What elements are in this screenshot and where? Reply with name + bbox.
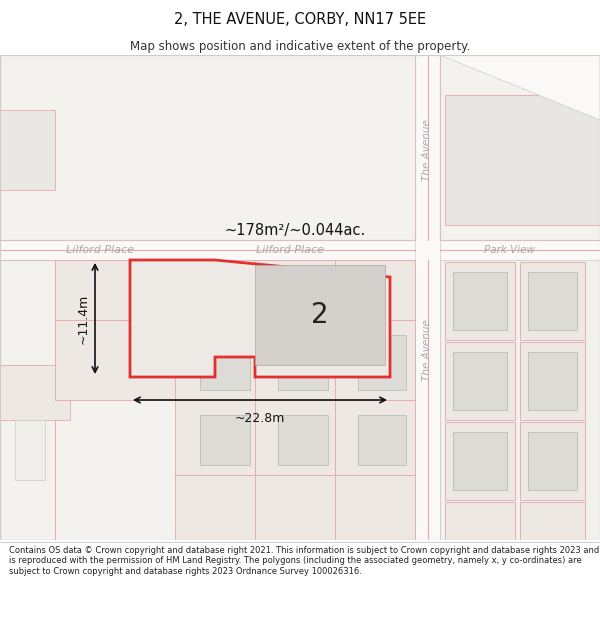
- Bar: [0, 55, 415, 240]
- Text: Lilford Place: Lilford Place: [66, 245, 134, 255]
- Bar: [0, 260, 415, 540]
- Bar: [528, 432, 577, 490]
- Bar: [175, 260, 255, 320]
- Text: 2: 2: [311, 301, 329, 329]
- Text: ~178m²/~0.044ac.: ~178m²/~0.044ac.: [224, 222, 365, 238]
- Bar: [520, 262, 585, 340]
- Bar: [175, 320, 255, 400]
- Text: Lilford Place: Lilford Place: [256, 245, 324, 255]
- Bar: [55, 320, 175, 400]
- Bar: [415, 55, 440, 540]
- Bar: [528, 272, 577, 330]
- Bar: [528, 352, 577, 410]
- Bar: [0, 240, 600, 260]
- Bar: [175, 475, 255, 540]
- Bar: [445, 422, 515, 500]
- Bar: [15, 420, 45, 480]
- Bar: [255, 260, 335, 320]
- Bar: [0, 365, 70, 420]
- Bar: [200, 335, 250, 390]
- Bar: [445, 95, 600, 225]
- Bar: [200, 415, 250, 465]
- Bar: [358, 415, 406, 465]
- Text: The Avenue: The Avenue: [422, 119, 433, 181]
- Bar: [55, 260, 415, 540]
- Bar: [445, 262, 515, 340]
- Bar: [55, 260, 175, 320]
- Bar: [453, 272, 507, 330]
- Bar: [445, 342, 515, 420]
- Bar: [255, 320, 335, 400]
- Bar: [255, 475, 335, 540]
- Text: Contains OS data © Crown copyright and database right 2021. This information is : Contains OS data © Crown copyright and d…: [9, 546, 599, 576]
- Text: The Avenue: The Avenue: [422, 319, 433, 381]
- Text: Park View: Park View: [485, 245, 536, 255]
- Bar: [335, 400, 415, 475]
- Bar: [440, 55, 600, 240]
- Bar: [335, 475, 415, 540]
- Bar: [255, 400, 335, 475]
- Bar: [278, 415, 328, 465]
- Bar: [0, 110, 55, 190]
- Text: 2, THE AVENUE, CORBY, NN17 5EE: 2, THE AVENUE, CORBY, NN17 5EE: [174, 12, 426, 27]
- Polygon shape: [130, 260, 390, 377]
- Bar: [335, 260, 415, 320]
- Bar: [440, 55, 600, 540]
- Bar: [335, 320, 415, 400]
- Bar: [0, 260, 55, 540]
- Bar: [453, 352, 507, 410]
- Bar: [520, 342, 585, 420]
- Bar: [445, 502, 515, 540]
- Text: ~22.8m: ~22.8m: [235, 412, 285, 425]
- Bar: [520, 422, 585, 500]
- Bar: [358, 335, 406, 390]
- Text: ~11.4m: ~11.4m: [77, 293, 89, 344]
- Bar: [0, 55, 415, 240]
- Bar: [255, 265, 385, 365]
- Bar: [453, 432, 507, 490]
- Text: Map shows position and indicative extent of the property.: Map shows position and indicative extent…: [130, 39, 470, 52]
- Bar: [520, 502, 585, 540]
- Polygon shape: [440, 55, 600, 120]
- Bar: [278, 335, 328, 390]
- Bar: [175, 400, 255, 475]
